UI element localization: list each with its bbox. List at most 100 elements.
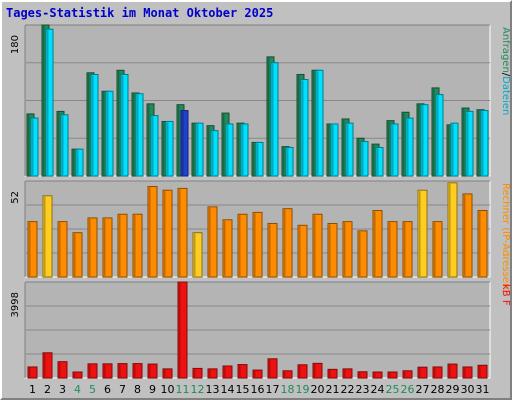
x-tick-label-day-1: 1 <box>29 383 36 396</box>
x-tick-label-day-8: 8 <box>134 383 141 396</box>
x-tick-label-day-6: 6 <box>104 383 111 396</box>
bar-kb-day-21 <box>327 368 338 379</box>
bar-visits-day-9 <box>147 186 158 278</box>
bar-kb-day-17 <box>267 358 278 379</box>
x-tick-label-day-31: 31 <box>476 383 490 396</box>
x-tick-label-day-30: 30 <box>461 383 475 396</box>
bar-hits-dateien-day-14 <box>225 123 234 177</box>
x-tick-label-day-4: 4 <box>74 383 81 396</box>
bar-hits-dateien-day-16 <box>255 141 264 177</box>
bar-kb-day-10 <box>162 368 173 379</box>
bar-hits-dateien-day-29 <box>450 122 459 177</box>
bar-kb-day-28 <box>432 366 443 379</box>
x-tick-label-day-7: 7 <box>119 383 126 396</box>
bar-kb-day-5 <box>87 363 98 379</box>
bar-hits-dateien-day-22 <box>345 122 354 177</box>
bar-visits-day-18 <box>282 208 293 278</box>
bar-hits-dateien-day-30 <box>465 110 474 177</box>
x-tick-label-day-10: 10 <box>161 383 175 396</box>
x-tick-label-day-11: 11 <box>176 383 190 396</box>
bar-visits-day-14 <box>222 219 233 278</box>
bar-kb-day-22 <box>342 368 353 379</box>
bar-kb-day-6 <box>102 363 113 379</box>
bar-visits-day-21 <box>327 222 338 278</box>
x-tick-label-day-24: 24 <box>371 383 385 396</box>
bar-visits-day-3 <box>57 221 68 278</box>
bar-kb-day-15 <box>237 364 248 379</box>
bar-visits-day-24 <box>372 210 383 278</box>
bar-hits-dateien-day-24 <box>375 146 384 177</box>
bar-hits-dateien-day-13 <box>210 130 219 177</box>
bar-visits-day-15 <box>237 213 248 278</box>
x-tick-label-day-13: 13 <box>206 383 220 396</box>
bar-kb-day-16 <box>252 369 263 379</box>
bar-visits-day-22 <box>342 221 353 278</box>
bar-visits-day-28 <box>432 221 443 278</box>
bar-visits-day-12 <box>192 232 203 278</box>
bar-visits-day-8 <box>132 213 143 278</box>
bar-hits-dateien-day-17 <box>270 62 279 177</box>
bar-visits-day-31 <box>477 210 488 278</box>
panel-kb-ymax-label: 3998 <box>10 292 21 317</box>
bar-hits-dateien-day-23 <box>360 141 369 177</box>
bar-hits-dateien-day-15 <box>240 123 249 177</box>
bar-hits-dateien-day-19 <box>300 79 309 177</box>
bar-kb-day-3 <box>57 361 68 379</box>
bar-hits-dateien-day-9 <box>150 115 159 177</box>
bar-kb-day-20 <box>312 362 323 379</box>
bar-hits-dateien-day-11 <box>180 110 189 177</box>
bar-hits-dateien-day-4 <box>75 148 84 177</box>
bar-visits-day-19 <box>297 224 308 278</box>
bar-visits-day-5 <box>87 217 98 278</box>
bar-hits-dateien-day-28 <box>435 94 444 177</box>
x-tick-label-day-18: 18 <box>281 383 295 396</box>
bar-kb-day-31 <box>477 364 488 379</box>
bar-hits-dateien-day-2 <box>45 28 54 177</box>
bar-hits-dateien-day-8 <box>135 93 144 177</box>
bar-kb-day-27 <box>417 366 428 379</box>
bar-kb-day-9 <box>147 363 158 379</box>
x-tick-label-day-9: 9 <box>149 383 156 396</box>
x-tick-label-day-3: 3 <box>59 383 66 396</box>
bar-hits-dateien-day-25 <box>390 123 399 177</box>
panel-visits-series-label: Rechner (IP-Adressen) <box>500 183 511 293</box>
x-tick-label-day-26: 26 <box>401 383 415 396</box>
x-tick-label-day-15: 15 <box>236 383 250 396</box>
chart-title: Tages-Statistik im Monat Oktober 2025 <box>6 6 274 20</box>
bar-kb-day-13 <box>207 368 218 379</box>
bar-hits-dateien-day-12 <box>195 122 204 177</box>
x-tick-label-day-19: 19 <box>296 383 310 396</box>
panel-visits-ymax-label: 52 <box>10 191 21 204</box>
bar-visits-day-6 <box>102 217 113 278</box>
x-tick-label-day-2: 2 <box>44 383 51 396</box>
bar-hits-dateien-day-26 <box>405 117 414 177</box>
bar-kb-day-29 <box>447 363 458 379</box>
x-tick-label-day-25: 25 <box>386 383 400 396</box>
bar-kb-day-24 <box>372 371 383 379</box>
bar-kb-day-23 <box>357 371 368 379</box>
bar-hits-dateien-day-1 <box>30 117 39 177</box>
bar-visits-day-26 <box>402 221 413 278</box>
x-tick-label-day-5: 5 <box>89 383 96 396</box>
bar-visits-day-2 <box>42 195 53 278</box>
bar-hits-dateien-day-21 <box>330 123 339 177</box>
bar-kb-day-1 <box>27 366 38 379</box>
bar-kb-day-14 <box>222 365 233 379</box>
x-tick-label-day-12: 12 <box>191 383 205 396</box>
bar-visits-day-16 <box>252 211 263 278</box>
x-tick-label-day-23: 23 <box>356 383 370 396</box>
bar-hits-dateien-day-20 <box>315 69 324 177</box>
x-tick-label-day-20: 20 <box>311 383 325 396</box>
x-tick-label-day-16: 16 <box>251 383 265 396</box>
bar-hits-dateien-day-6 <box>105 90 114 177</box>
x-tick-label-day-22: 22 <box>341 383 355 396</box>
bar-kb-day-30 <box>462 366 473 379</box>
x-tick-label-day-29: 29 <box>446 383 460 396</box>
bar-visits-day-20 <box>312 213 323 278</box>
bar-visits-day-23 <box>357 230 368 278</box>
bar-kb-day-2 <box>42 352 53 379</box>
bar-hits-dateien-day-31 <box>480 110 489 177</box>
bar-visits-day-29 <box>447 182 458 278</box>
bar-kb-day-8 <box>132 363 143 379</box>
